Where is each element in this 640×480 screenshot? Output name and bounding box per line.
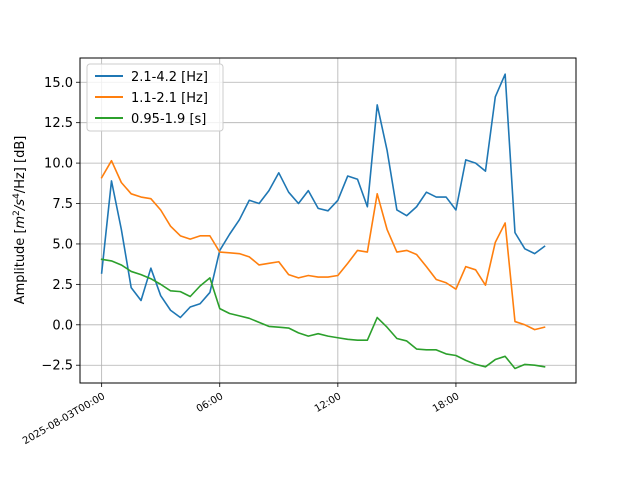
y-tick-label: 10.0 — [44, 157, 73, 172]
series-layer — [100, 73, 546, 370]
y-axis: −2.5 0.0 2.5 5.0 7.5 10.0 12.5 15.0 — [41, 76, 80, 374]
legend-label-series-2: 1.1-2.1 [Hz] — [131, 91, 208, 106]
y-axis-label: Amplitude [m2/s4/Hz] [dB] — [12, 136, 28, 305]
series-line-2 — [100, 159, 546, 331]
plot-frame — [79, 57, 577, 384]
y-tick-label: 12.5 — [44, 116, 73, 131]
grid — [80, 58, 576, 383]
y-tick-label: 5.0 — [52, 237, 73, 252]
legend-label-series-1: 2.1-4.2 [Hz] — [131, 70, 208, 85]
legend-label-series-3: 0.95-1.9 [s] — [131, 112, 206, 127]
y-tick-label: 15.0 — [44, 76, 73, 91]
y-tick-label: 7.5 — [52, 197, 73, 212]
legend: 2.1-4.2 [Hz] 1.1-2.1 [Hz] 0.95-1.9 [s] — [86, 63, 224, 132]
y-tick-label: 0.0 — [52, 318, 73, 333]
y-tick-label: 2.5 — [52, 278, 73, 293]
y-tick-label: −2.5 — [41, 359, 73, 374]
series-line-1 — [100, 73, 546, 319]
series-line-3 — [100, 258, 546, 370]
legend-box — [86, 63, 224, 132]
